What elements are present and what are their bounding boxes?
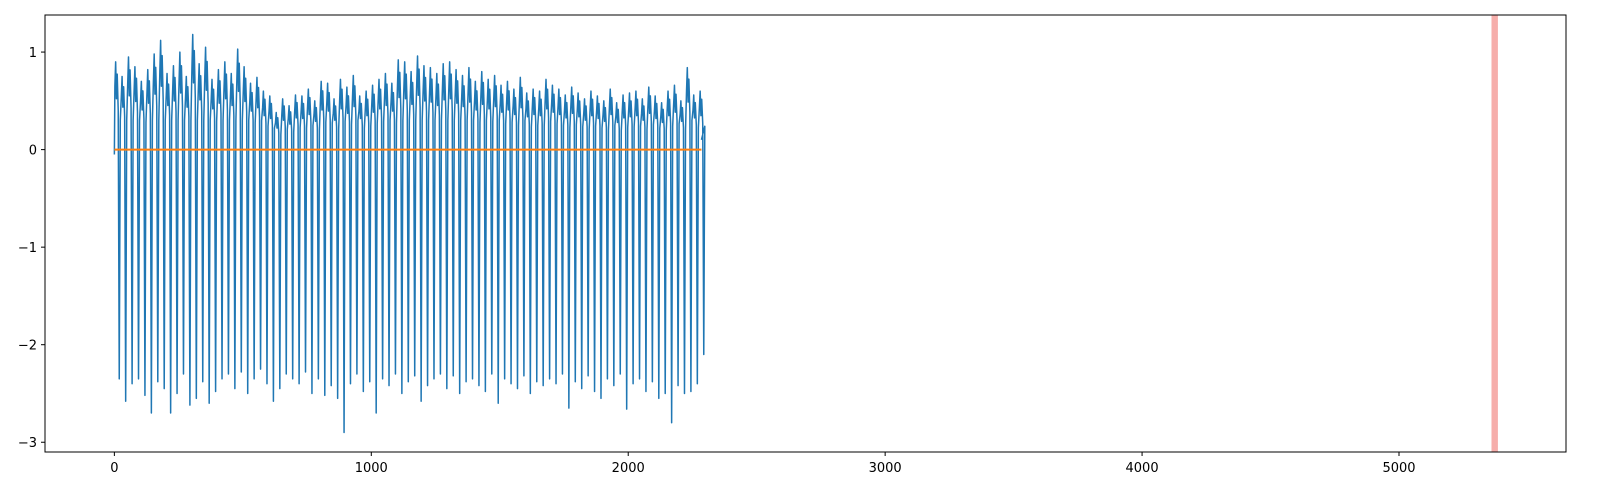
highlight-layer [1491, 15, 1498, 452]
x-tick-label: 3000 [869, 461, 902, 476]
x-axis-ticks: 0 1000 2000 3000 4000 5000 [110, 452, 1416, 476]
y-axis-ticks: −3 −2 −1 0 1 [18, 46, 45, 451]
y-tick-label: 1 [29, 46, 37, 61]
plot-frame [44, 14, 1567, 453]
y-tick-label: 0 [29, 144, 37, 159]
x-tick-label: 5000 [1382, 461, 1415, 476]
x-tick-label: 1000 [355, 461, 388, 476]
y-tick-label: −3 [18, 436, 37, 451]
x-tick-label: 4000 [1126, 461, 1159, 476]
highlight-span [1491, 15, 1498, 452]
y-tick-label: −2 [18, 339, 37, 354]
x-tick-label: 2000 [612, 461, 645, 476]
x-tick-label: 0 [110, 461, 118, 476]
y-tick-label: −1 [18, 241, 37, 256]
series-line-blue [113, 33, 706, 434]
series-layer [113, 33, 706, 434]
